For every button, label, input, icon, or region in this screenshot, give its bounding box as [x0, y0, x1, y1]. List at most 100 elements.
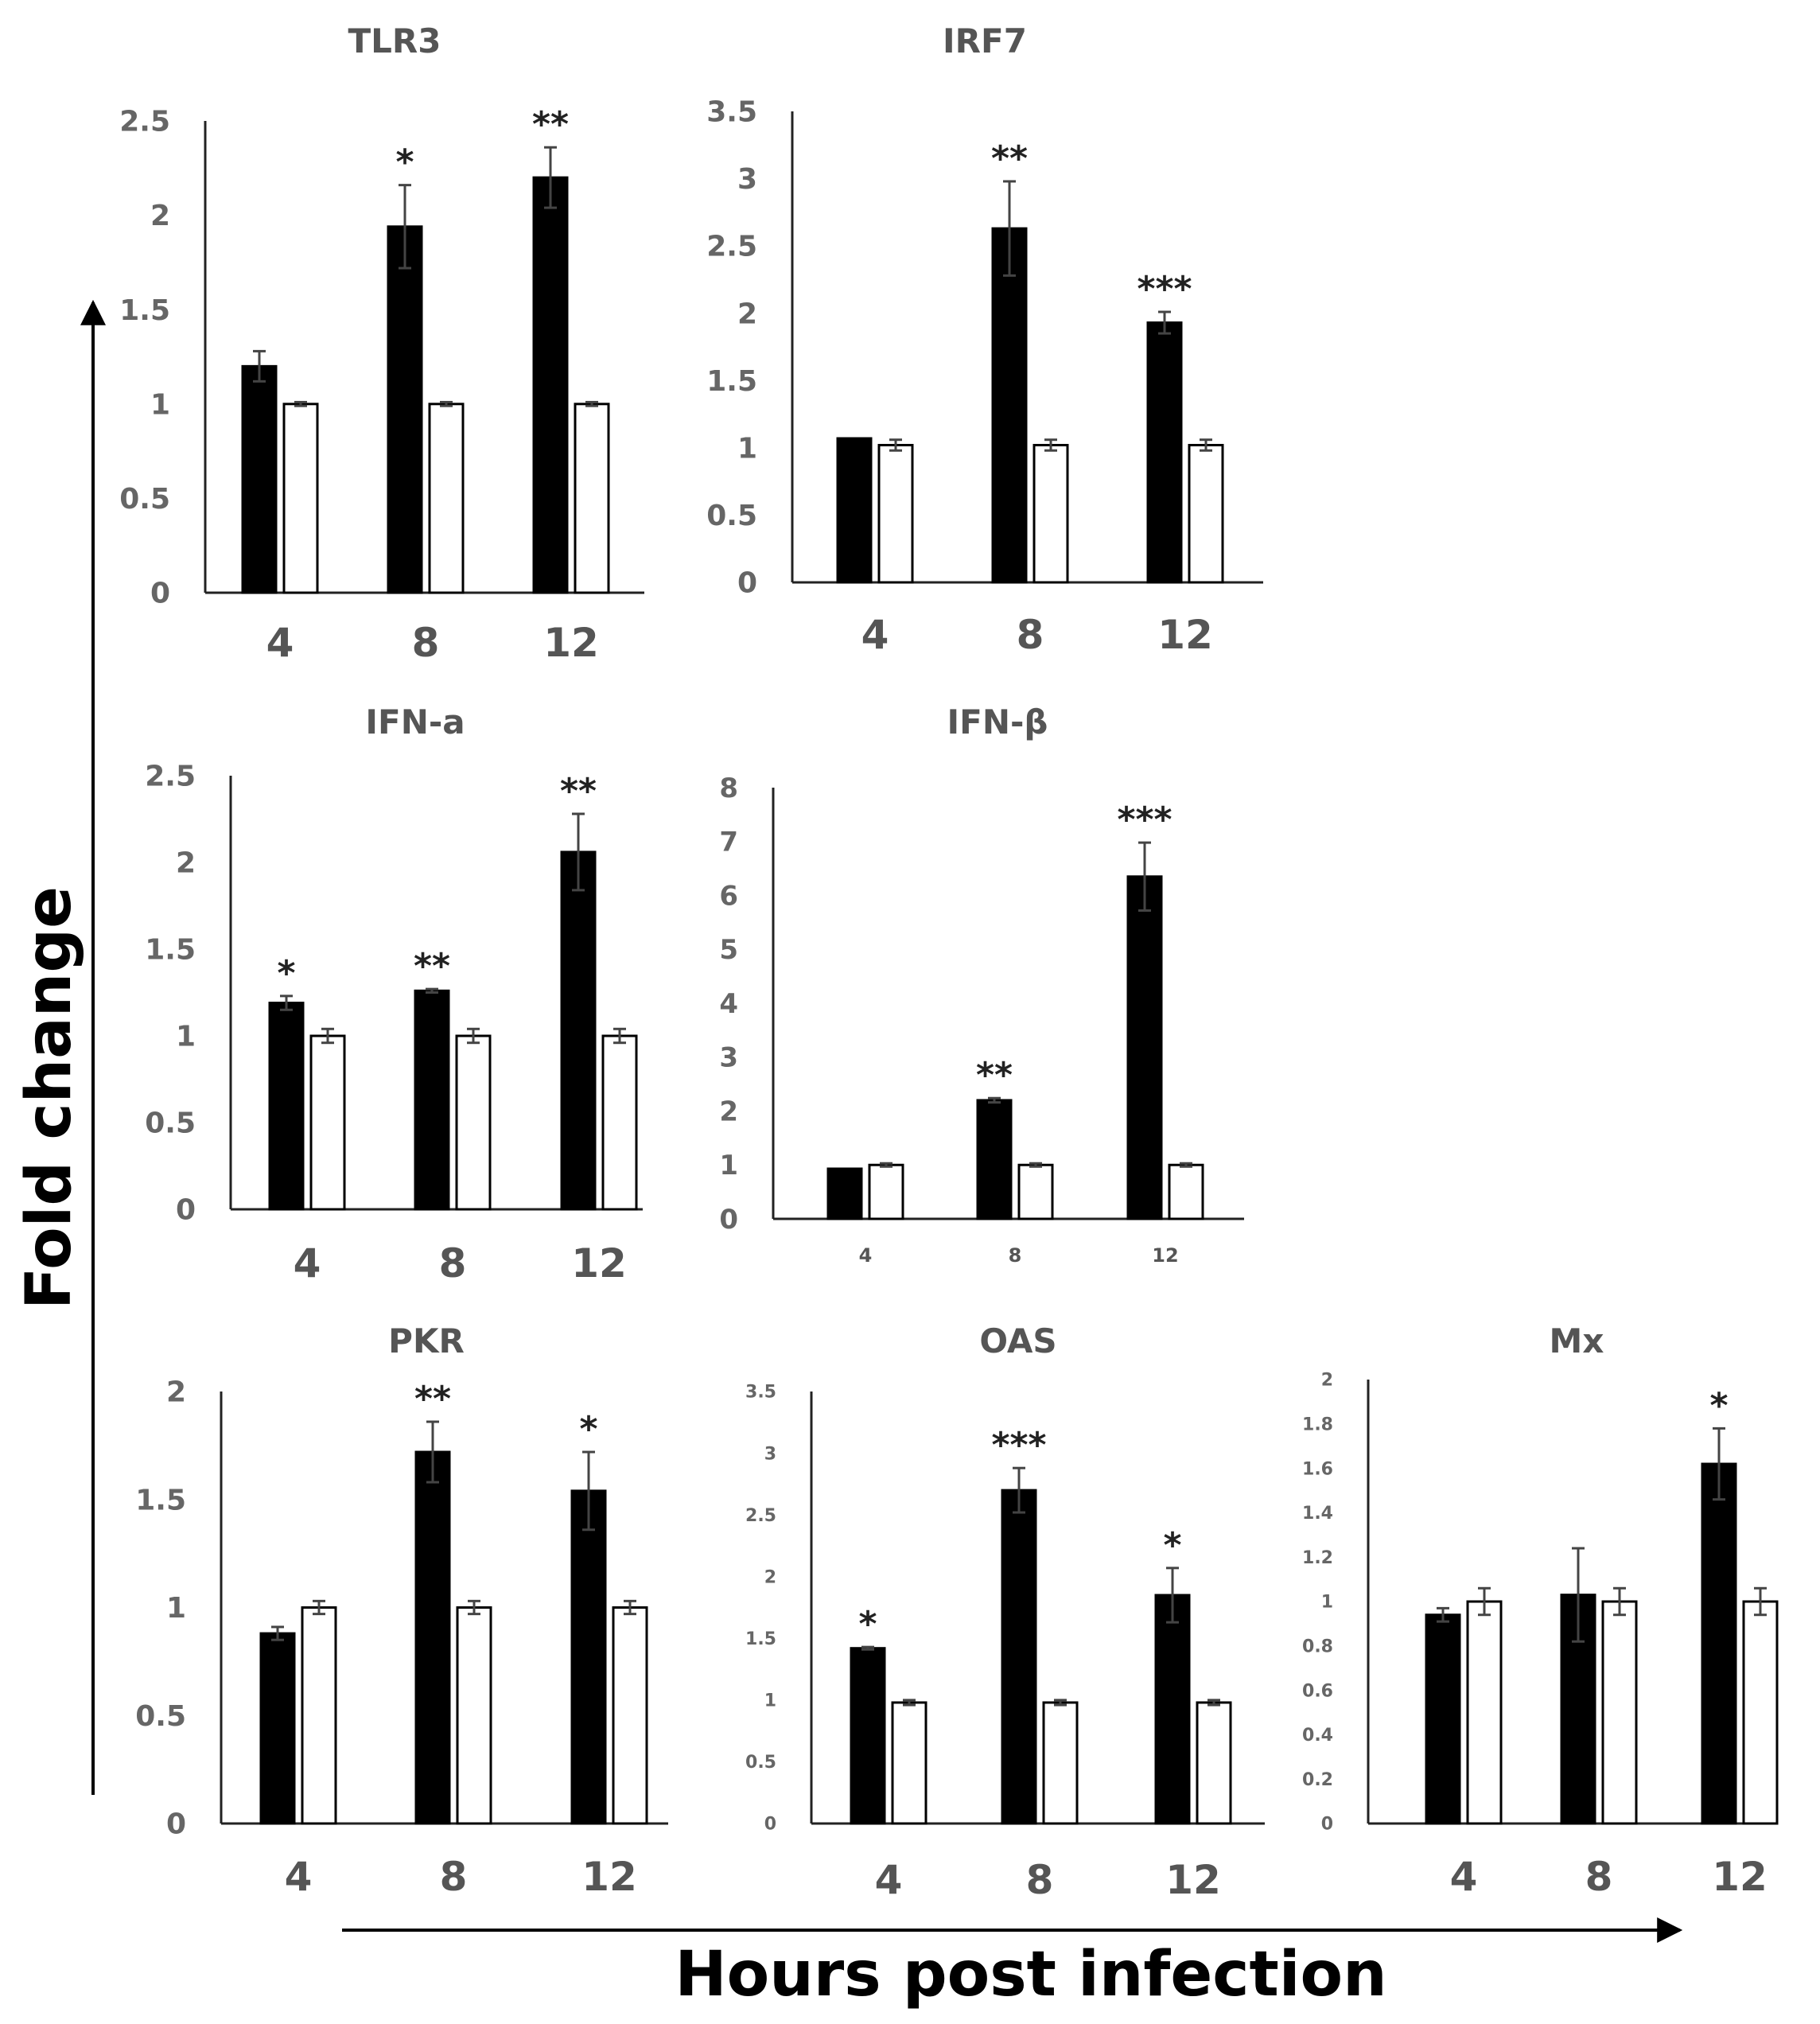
y-tick-label: 1.5 [119, 294, 170, 327]
y-tick-label: 0 [166, 1808, 186, 1841]
bar-control [1188, 443, 1224, 584]
y-tick-label: 1.8 [1302, 1415, 1333, 1435]
bar-treated [1425, 1613, 1461, 1825]
chart-title: TLR3 [348, 21, 441, 60]
bar-treated [826, 1167, 863, 1220]
significance-label: ** [560, 771, 597, 812]
bar-control [1017, 1163, 1054, 1220]
y-tick-label: 2.5 [145, 761, 196, 793]
significance-label: * [579, 1409, 597, 1450]
x-tick-label: 4 [859, 1244, 873, 1267]
y-tick-label: 0 [737, 567, 757, 600]
y-tick-label: 2.5 [706, 231, 757, 263]
bar-control [612, 1606, 648, 1825]
chart-title: IFN-a [365, 703, 465, 741]
bar-treated [1001, 1489, 1037, 1825]
bar-control [455, 1034, 492, 1211]
y-tick-label: 0.5 [145, 1107, 196, 1140]
y-tick-label: 0.5 [706, 500, 757, 532]
bar-treated [1701, 1462, 1737, 1825]
significance-label: ** [414, 946, 450, 987]
bar-treated [836, 437, 873, 584]
bar-treated [268, 1002, 305, 1211]
y-tick-label: 2 [737, 298, 757, 330]
significance-label: *** [991, 1425, 1046, 1465]
y-tick-label: 6 [719, 880, 738, 912]
significance-label: * [395, 142, 414, 183]
y-tick-label: 0 [1321, 1815, 1333, 1835]
y-tick-label: 7 [719, 827, 738, 858]
significance-label: ** [414, 1379, 451, 1419]
bar-treated [387, 225, 423, 594]
y-tick-label: 2 [719, 1096, 738, 1127]
chart-panel: IFN-a 0 0.5 1 1.5 2 2.5 * 4 ** 8 ** 12 [145, 703, 643, 1286]
bar-control [1601, 1600, 1638, 1825]
y-tick-label: 1 [1321, 1593, 1333, 1613]
y-tick-label: 2.5 [119, 106, 170, 138]
significance-label: * [1709, 1385, 1728, 1426]
bar-treated [1146, 321, 1183, 584]
bar-control [1742, 1600, 1779, 1825]
significance-label: * [858, 1604, 877, 1644]
y-tick-label: 0.4 [1302, 1726, 1333, 1746]
y-tick-label: 2 [166, 1376, 186, 1409]
y-tick-label: 3.5 [745, 1383, 776, 1403]
x-tick-label: 12 [1152, 1244, 1178, 1267]
y-tick-label: 1.6 [1302, 1459, 1333, 1479]
y-tick-label: 1.4 [1302, 1504, 1333, 1524]
y-tick-label: 0 [719, 1204, 738, 1236]
significance-label: ** [991, 138, 1028, 179]
chart-panel: PKR 0 0.5 1 1.5 2 4 ** 8 * 12 [135, 1321, 668, 1900]
bar-control [282, 403, 319, 594]
x-tick-label: 8 [412, 620, 440, 666]
y-axis-label: Fold change [14, 886, 85, 1310]
bar-treated [532, 176, 569, 594]
bar-treated [570, 1489, 607, 1825]
y-tick-label: 0 [764, 1815, 776, 1835]
x-tick-label: 4 [1450, 1854, 1478, 1900]
significance-label: *** [1117, 800, 1172, 840]
bar-treated [991, 227, 1028, 584]
bar-treated [850, 1647, 886, 1825]
bar-treated [976, 1099, 1013, 1220]
chart-title: OAS [979, 1321, 1056, 1360]
chart-title: IRF7 [943, 21, 1027, 60]
x-axis-label: Hours post infection [675, 1939, 1386, 2010]
bar-treated [414, 1450, 451, 1825]
y-tick-label: 8 [719, 773, 738, 804]
x-tick-label: 8 [439, 1240, 467, 1286]
bar-control [1466, 1600, 1503, 1825]
x-tick-label: 8 [1009, 1244, 1022, 1267]
bar-control [877, 443, 914, 584]
y-tick-label: 5 [719, 934, 738, 966]
y-tick-label: 3 [737, 163, 757, 196]
significance-label: * [277, 953, 295, 994]
chart-panel: OAS 0 0.5 1 1.5 2 2.5 3 3.5 * 4 *** 8 * 12 [745, 1321, 1265, 1903]
bar-treated [414, 989, 450, 1211]
y-tick-label: 1 [166, 1592, 186, 1625]
y-tick-label: 1.5 [706, 365, 757, 398]
y-tick-label: 1 [719, 1150, 738, 1181]
y-tick-label: 0.6 [1302, 1681, 1333, 1701]
y-tick-label: 2 [150, 200, 170, 232]
x-tick-label: 12 [571, 1240, 627, 1286]
y-tick-label: 0.5 [745, 1753, 776, 1773]
significance-label: ** [976, 1055, 1013, 1096]
y-tick-label: 2.5 [745, 1506, 776, 1526]
x-tick-label: 12 [581, 1854, 637, 1900]
significance-label: *** [1137, 269, 1192, 309]
bar-control [1032, 443, 1069, 584]
chart-title: IFN-β [947, 703, 1048, 741]
bar-control [574, 403, 610, 594]
bar-control [891, 1701, 928, 1825]
y-tick-label: 1 [176, 1021, 196, 1053]
y-tick-label: 0.5 [135, 1700, 186, 1733]
significance-label: * [1163, 1525, 1181, 1566]
y-tick-label: 2 [176, 847, 196, 880]
x-tick-label: 4 [861, 612, 889, 658]
bar-control [428, 403, 465, 594]
x-tick-label: 4 [285, 1854, 313, 1900]
chart-panel: TLR3 0 0.5 1 1.5 2 2.5 4 * 8 ** 12 [119, 21, 644, 666]
x-tick-label: 12 [1712, 1854, 1768, 1900]
